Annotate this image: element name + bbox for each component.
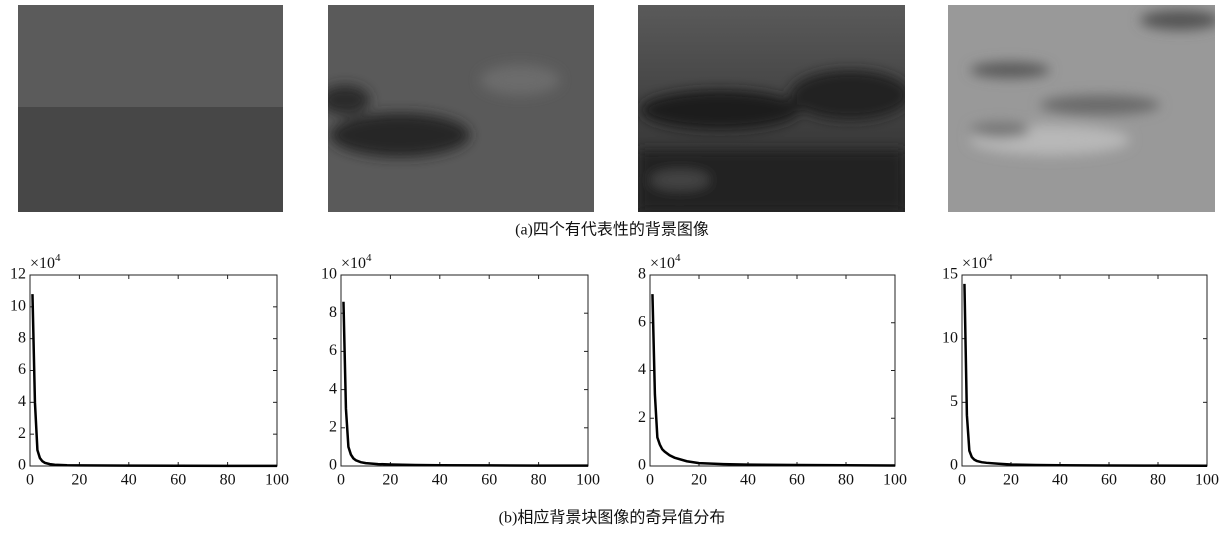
y-multiplier: ×104 (341, 252, 372, 272)
y-tick-label: 2 (329, 418, 337, 435)
x-tick-label: 0 (958, 472, 966, 489)
x-tick-label: 40 (1052, 472, 1068, 489)
data-line (342, 301, 588, 467)
y-tick-label: 8 (329, 304, 337, 321)
y-tick-label: 0 (950, 457, 958, 474)
caption: (b)相应背景块图像的奇异值分布 (499, 508, 726, 527)
y-tick-label: 4 (638, 361, 646, 378)
x-tick-label: 60 (789, 472, 805, 489)
y-tick-label: 0 (638, 457, 646, 474)
data-line (651, 294, 896, 467)
x-tick-label: 20 (1003, 472, 1019, 489)
x-tick-label: 0 (646, 472, 654, 489)
x-tick-label: 40 (432, 472, 448, 489)
y-multiplier: ×104 (30, 252, 61, 272)
x-tick-label: 20 (71, 472, 87, 489)
y-tick-label: 0 (18, 457, 26, 474)
x-tick-label: 20 (691, 472, 707, 489)
y-multiplier: ×104 (650, 252, 681, 272)
caption: (a)四个有代表性的背景图像 (515, 221, 709, 239)
y-multiplier: ×104 (962, 252, 993, 272)
x-tick-label: 100 (883, 472, 907, 489)
y-tick-label: 5 (950, 393, 958, 410)
plot-frame (961, 274, 1208, 467)
y-tick-label: 10 (942, 329, 958, 346)
y-tick-label: 4 (329, 380, 337, 397)
multiplier-exponent: 4 (366, 252, 372, 264)
x-tick-label: 80 (531, 472, 547, 489)
x-tick-label: 60 (170, 472, 186, 489)
x-tick-label: 80 (838, 472, 854, 489)
multiplier-exponent: 4 (675, 252, 681, 264)
background-image (328, 5, 594, 212)
x-tick-label: 60 (1101, 472, 1117, 489)
x-tick-label: 0 (26, 472, 34, 489)
plot-frame (29, 274, 278, 467)
y-tick-label: 8 (18, 329, 26, 346)
multiplier-exponent: 4 (987, 252, 993, 264)
background-image (948, 5, 1215, 212)
y-tick-label: 2 (638, 409, 646, 426)
x-tick-label: 80 (1150, 472, 1166, 489)
x-tick-label: 100 (576, 472, 600, 489)
x-tick-label: 80 (220, 472, 236, 489)
y-tick-label: 4 (18, 393, 26, 410)
y-tick-label: 12 (10, 266, 26, 283)
x-tick-label: 20 (382, 472, 398, 489)
x-tick-label: 60 (481, 472, 497, 489)
y-tick-label: 0 (329, 457, 337, 474)
plot-frame (649, 274, 896, 467)
data-line (31, 294, 277, 468)
y-tick-label: 10 (10, 298, 26, 315)
x-tick-label: 100 (265, 472, 289, 489)
data-line (963, 283, 1208, 467)
background-image (638, 5, 905, 212)
x-tick-label: 0 (337, 472, 345, 489)
x-tick-label: 100 (1195, 472, 1219, 489)
y-tick-label: 10 (321, 266, 337, 283)
y-tick-label: 8 (638, 266, 646, 283)
y-tick-label: 6 (329, 342, 337, 359)
multiplier-base: ×10 (962, 255, 987, 272)
y-tick-label: 2 (18, 425, 26, 442)
plot-frame (340, 274, 589, 467)
y-tick-label: 15 (942, 266, 958, 283)
y-tick-label: 6 (638, 313, 646, 330)
multiplier-exponent: 4 (55, 252, 61, 264)
multiplier-base: ×10 (650, 255, 675, 272)
background-image (18, 5, 283, 212)
multiplier-base: ×10 (30, 255, 55, 272)
y-tick-label: 6 (18, 361, 26, 378)
x-tick-label: 40 (121, 472, 137, 489)
multiplier-base: ×10 (341, 255, 366, 272)
x-tick-label: 40 (740, 472, 756, 489)
